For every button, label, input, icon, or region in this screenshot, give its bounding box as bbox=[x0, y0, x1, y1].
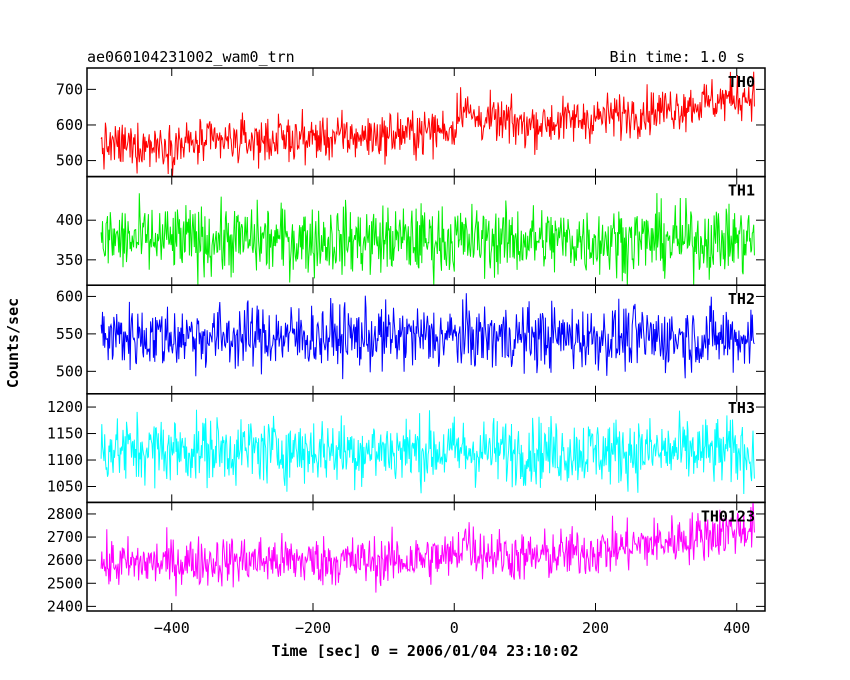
y-tick-label: 600 bbox=[56, 116, 83, 134]
y-tick-label: 600 bbox=[56, 287, 83, 305]
y-tick-label: 500 bbox=[56, 152, 83, 170]
panel-th0: 500 600 700 TH0 bbox=[56, 67, 766, 178]
series-line-th0 bbox=[100, 71, 755, 177]
y-tick-label: 400 bbox=[56, 211, 83, 229]
y-tick-label: 500 bbox=[56, 362, 83, 380]
series-line-th2 bbox=[100, 293, 755, 380]
panel-frame bbox=[86, 284, 766, 395]
panel-label-th0123: TH0123 bbox=[701, 507, 755, 525]
y-tick-label: 700 bbox=[56, 80, 83, 98]
x-tick-label: 200 bbox=[582, 619, 609, 637]
y-axis-label: Counts/sec bbox=[4, 298, 22, 388]
x-axis: −400 −200 0 200 400 bbox=[154, 619, 751, 637]
x-tick-label: 400 bbox=[723, 619, 750, 637]
series-line-th1 bbox=[100, 193, 755, 286]
y-tick-label: 550 bbox=[56, 325, 83, 343]
y-tick-label: 350 bbox=[56, 251, 83, 269]
x-tick-label: −200 bbox=[295, 619, 331, 637]
panel-th1: 350 400 TH1 bbox=[56, 175, 766, 286]
chart-title: ae060104231002_wam0_trn bbox=[87, 48, 295, 66]
panel-label-th1: TH1 bbox=[728, 182, 755, 200]
panel-th2: 500 550 600 TH2 bbox=[56, 284, 766, 395]
panel-frame bbox=[86, 501, 766, 612]
y-tick-label: 2600 bbox=[47, 551, 83, 569]
y-tick-label: 2400 bbox=[47, 597, 83, 615]
bin-time-label: Bin time: 1.0 s bbox=[610, 48, 745, 66]
y-tick-label: 1050 bbox=[47, 478, 83, 496]
x-tick-label: −400 bbox=[154, 619, 190, 637]
panel-label-th0: TH0 bbox=[728, 73, 755, 91]
panel-th3: 1050 1100 1150 1200 TH3 bbox=[47, 393, 766, 504]
panel-frame bbox=[86, 67, 766, 178]
y-tick-label: 1200 bbox=[47, 398, 83, 416]
y-tick-label: 1100 bbox=[47, 451, 83, 469]
y-tick-label: 2500 bbox=[47, 574, 83, 592]
series-line-th3 bbox=[100, 409, 755, 495]
x-axis-label: Time [sec] 0 = 2006/01/04 23:10:02 bbox=[271, 642, 578, 660]
y-tick-label: 1150 bbox=[47, 425, 83, 443]
panel-label-th2: TH2 bbox=[728, 290, 755, 308]
panel-th0123: 2400 2500 2600 2700 2800 TH0123 bbox=[47, 501, 766, 615]
panel-label-th3: TH3 bbox=[728, 399, 755, 417]
series-line-th0123 bbox=[100, 502, 755, 597]
panels-group: 500 600 700 TH0 350 400 TH1 500 550 600 TH2 1050 110… bbox=[47, 67, 766, 615]
x-tick-label: 0 bbox=[450, 619, 459, 637]
y-tick-label: 2800 bbox=[47, 505, 83, 523]
y-tick-label: 2700 bbox=[47, 528, 83, 546]
